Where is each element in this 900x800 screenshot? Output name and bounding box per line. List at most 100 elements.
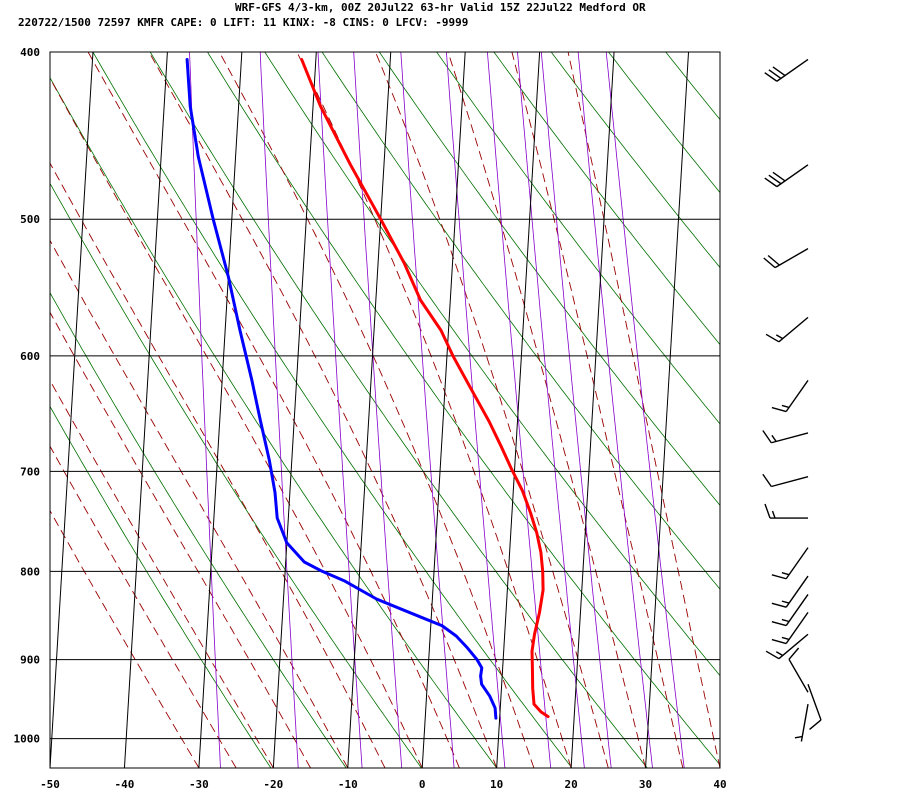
moist-adiabat (148, 52, 498, 768)
barb-staff (776, 164, 809, 188)
p-tick-label: 1000 (14, 733, 41, 746)
dry-adiabat (436, 52, 720, 425)
mixing-ratio-line (317, 52, 363, 768)
dry-adiabat (321, 52, 720, 590)
barb-staff (800, 703, 809, 742)
moist-adiabat (296, 52, 572, 768)
barb-half-flag (781, 572, 790, 576)
wind-barb (763, 247, 809, 269)
grid-lines (0, 51, 721, 769)
dry-adiabat (50, 76, 498, 768)
axis-labels: 400 500 600 700 800 900 1000 -50 -40 -30 -20 -10 0 10… (14, 46, 727, 791)
isotherm (0, 52, 19, 768)
barb-flag (772, 171, 786, 182)
header-line-1: WRF-GFS 4/3-km, 00Z 20Jul22 63-hr Valid … (235, 1, 646, 14)
mixing-ratio-line (189, 52, 221, 768)
mixing-ratio-line (577, 52, 653, 768)
x-tick-label: 10 (490, 778, 503, 791)
barb-flag (771, 574, 787, 580)
isotherm (496, 52, 541, 768)
barb-staff (807, 683, 822, 721)
wind-barb (765, 633, 809, 660)
barb-staff (774, 247, 809, 269)
barb-staff (788, 658, 809, 693)
background-lines (50, 43, 900, 768)
dry-adiabat (772, 43, 900, 768)
wind-barb (764, 58, 809, 82)
wind-barb (762, 473, 809, 488)
barb-staff (785, 612, 809, 644)
barb-flag (765, 333, 780, 343)
mixing-ratio-line (259, 52, 299, 768)
x-tick-label: 0 (419, 778, 426, 791)
x-tick-label: -10 (338, 778, 358, 791)
x-tick-label: 20 (564, 778, 577, 791)
isotherm (198, 52, 243, 768)
barb-staff (778, 316, 809, 343)
barb-half-flag (781, 404, 790, 409)
barb-flag (764, 72, 778, 82)
barb-flag (772, 66, 786, 77)
barb-staff (785, 547, 809, 580)
barb-half-flag (771, 510, 776, 519)
barb-flag (762, 430, 772, 444)
isotherm (272, 52, 317, 768)
dry-adiabat (50, 291, 347, 768)
barb-staff (785, 594, 809, 626)
p-tick-label: 600 (20, 350, 40, 363)
moist-adiabat (50, 162, 386, 768)
barb-half-flag (771, 434, 777, 442)
dry-adiabat (887, 43, 900, 768)
dry-adiabat (92, 52, 573, 768)
barb-flag (764, 503, 771, 519)
isotherm (123, 52, 168, 768)
profile-lines (185, 58, 550, 720)
isotherm (347, 52, 392, 768)
barb-flag (768, 69, 782, 79)
moist-adiabat (87, 52, 460, 768)
dry-adiabat (207, 52, 720, 766)
x-tick-label: -40 (115, 778, 135, 791)
moist-adiabat (50, 77, 423, 768)
barb-half-flag (775, 651, 784, 657)
mixing-ratio-line (400, 52, 455, 768)
p-tick-label: 900 (20, 654, 40, 667)
mixing-ratio-line (353, 52, 403, 768)
barb-half-flag (781, 636, 790, 641)
dry-adiabat (550, 52, 720, 269)
barb-half-flag (781, 600, 790, 604)
moist-adiabat (50, 311, 311, 768)
p-tick-label: 400 (20, 46, 40, 59)
isotherm (50, 52, 94, 768)
barb-flag (768, 174, 782, 185)
p-tick-label: 500 (20, 213, 40, 226)
temperature-line (300, 58, 550, 719)
dry-adiabat (715, 43, 900, 768)
barb-flag (771, 406, 787, 413)
x-tick-label: 40 (713, 778, 726, 791)
isotherm (421, 52, 466, 768)
wind-barb (771, 612, 809, 645)
barb-flag (767, 254, 780, 266)
barb-staff (771, 432, 809, 444)
p-tick-label: 800 (20, 565, 40, 578)
mixing-ratio-line (487, 52, 552, 768)
moist-adiabat (567, 52, 720, 768)
moist-adiabat (447, 52, 647, 768)
moist-adiabat (50, 379, 274, 768)
barb-flag (763, 257, 776, 269)
x-tick-label: -20 (263, 778, 283, 791)
x-tick-label: -50 (40, 778, 60, 791)
barb-flag (771, 620, 787, 627)
dry-adiabat (493, 52, 720, 346)
isotherm (570, 52, 615, 768)
plot-frame (49, 51, 721, 769)
isotherm (645, 52, 690, 768)
barb-flag (809, 719, 822, 730)
dry-adiabat (50, 182, 422, 768)
barb-flag (765, 650, 780, 660)
wind-barbs (762, 58, 822, 742)
moist-adiabat (511, 52, 684, 768)
barb-flag (771, 602, 787, 608)
